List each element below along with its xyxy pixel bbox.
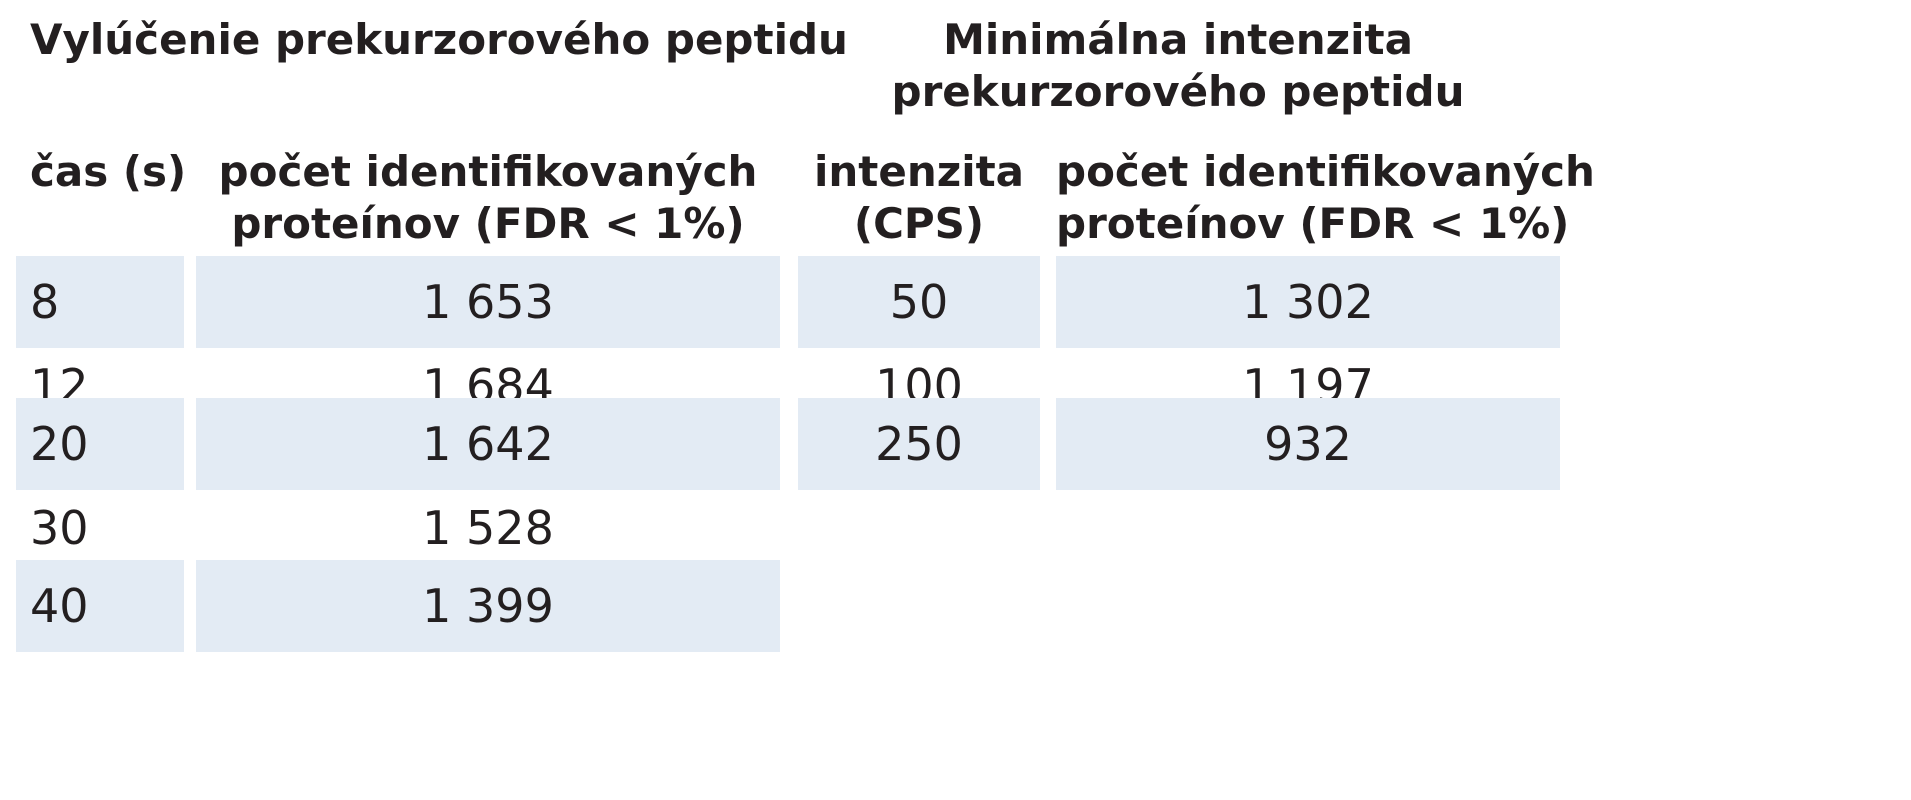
left-row-time: 30 [30,501,89,555]
left-row-count-cell: 1 528 [196,482,780,574]
left-col2-header-line2: proteínov (FDR < 1%) [231,199,745,248]
left-row-time-cell: 20 [16,398,184,490]
left-row-count-cell: 1 642 [196,398,780,490]
left-row-time: 8 [30,275,60,329]
right-row-count-cell: 1 302 [1056,256,1560,348]
right-col2-header-line2: proteínov (FDR < 1%) [1056,199,1570,248]
left-row-count-cell: 1 399 [196,560,780,652]
left-row-count: 1 528 [422,501,554,555]
left-row-count: 1 653 [422,275,554,329]
right-col1-header-line2: (CPS) [853,199,985,248]
left-table-title: Vylúčenie prekurzorového peptidu [30,15,848,64]
left-row-count-cell: 1 653 [196,256,780,348]
right-col1-header-line1: intenzita [813,147,1025,196]
right-row-intensity: 250 [875,417,963,471]
left-col2-header-line1: počet identifikovaných [218,147,758,196]
right-row-count: 932 [1264,417,1352,471]
left-row-count: 1 642 [422,417,554,471]
left-row-count: 1 399 [422,579,554,633]
right-table-title-line1: Minimálna intenzita [943,15,1413,64]
left-col1-header: čas (s) [30,147,187,196]
left-row-time: 20 [30,417,89,471]
right-row-count-cell: 932 [1056,398,1560,490]
right-row-intensity-cell: 50 [798,256,1040,348]
right-row-intensity-cell: 250 [798,398,1040,490]
right-row-intensity: 50 [889,275,949,329]
right-table-title-line2: prekurzorového peptidu [891,67,1465,116]
left-row-time: 40 [30,579,89,633]
left-row-time-cell: 40 [16,560,184,652]
right-row-count: 1 302 [1242,275,1374,329]
left-row-time-cell: 30 [16,482,184,574]
left-row-time-cell: 8 [16,256,184,348]
right-col2-header-line1: počet identifikovaných [1056,147,1595,196]
